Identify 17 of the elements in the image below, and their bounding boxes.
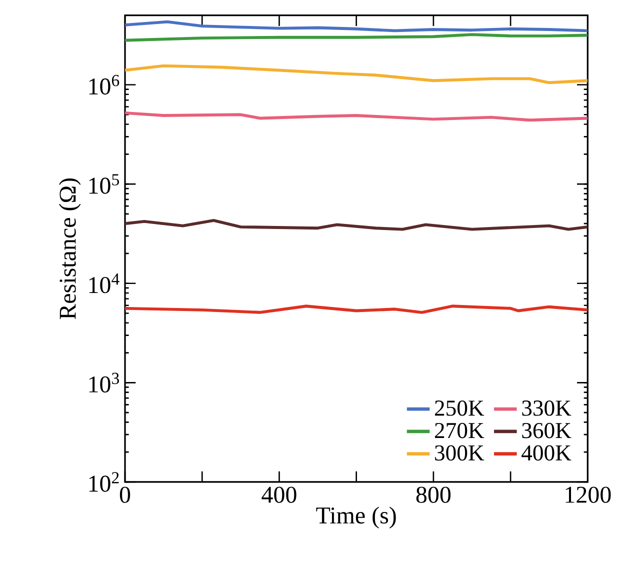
legend-label: 400K	[522, 445, 572, 461]
legend-label: 250K	[434, 400, 484, 416]
legend-label: 360K	[522, 422, 572, 438]
y-tick-label: 10$^{4}$	[89, 274, 120, 294]
x-tick-label: 1200	[566, 486, 611, 503]
y-tick-label: 10$^{2}$	[89, 472, 119, 492]
y-axis-title: Resistance (Ω)	[58, 178, 81, 320]
y-tick-label: 10$^{6}$	[89, 74, 120, 95]
x-tick-label: 400	[262, 486, 296, 503]
y-tick-label: 10$^{5}$	[89, 174, 119, 194]
x-tick-label: 0	[120, 486, 130, 503]
y-tick-label: 10$^{3}$	[89, 372, 119, 393]
legend-label: 330K	[522, 400, 572, 416]
legend-label: 300K	[435, 445, 484, 461]
x-tick-label: 800	[416, 486, 451, 503]
x-axis-title: Time (s)	[316, 506, 396, 528]
legend-label: 270K	[434, 422, 484, 438]
